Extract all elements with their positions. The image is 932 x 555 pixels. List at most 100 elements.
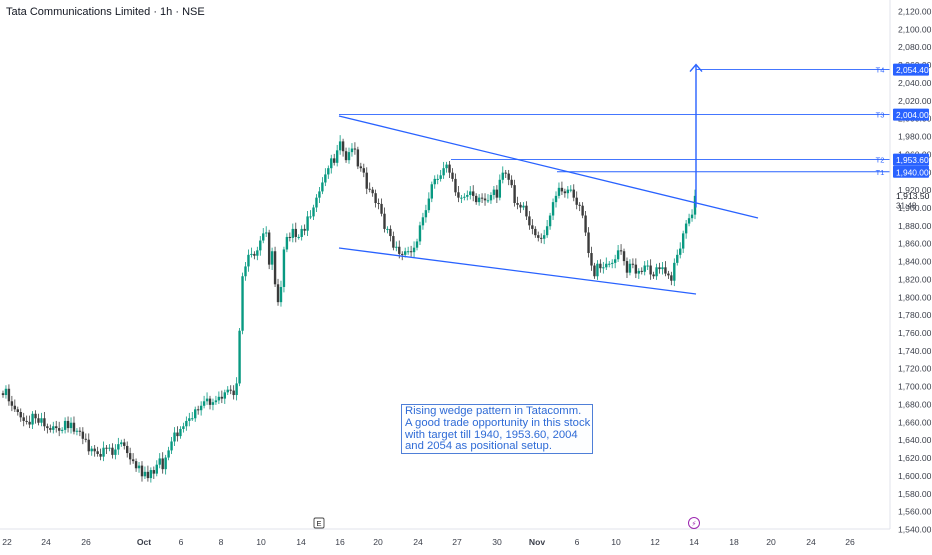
time-tick-label: 24 (413, 537, 423, 547)
candle-body (492, 189, 496, 195)
candle-body (489, 194, 493, 201)
price-tick-label: 2,120.00 (898, 7, 932, 17)
candle-body (146, 471, 150, 479)
candles (1, 135, 697, 483)
annotation-note[interactable]: Rising wedge pattern in Tatacomm. A good… (401, 404, 593, 454)
candle-body (46, 426, 49, 429)
candle-body (477, 197, 481, 203)
candle-body (486, 200, 490, 202)
candle-body (463, 196, 466, 198)
candle-body (380, 203, 383, 214)
candle-body (137, 465, 141, 469)
time-tick-label: 27 (452, 537, 462, 547)
price-tick-label: 1,900.00 (898, 203, 932, 213)
price-tick-label: 2,040.00 (898, 78, 932, 88)
candle-body (327, 168, 330, 175)
candle-body (205, 398, 209, 402)
candle-body (474, 195, 478, 203)
time-tick-label: 20 (766, 537, 776, 547)
candle-body (309, 216, 312, 218)
candle-body (161, 458, 164, 470)
candle-body (392, 236, 395, 248)
candle-body (262, 233, 265, 241)
candle-body (516, 203, 519, 205)
candle-body (211, 402, 215, 405)
candle-body (501, 172, 504, 180)
countdown-label: 31:48 (896, 201, 917, 210)
price-tick-label: 1,920.00 (898, 185, 932, 195)
candle-body (528, 216, 531, 226)
drawings[interactable]: T4 T3 T2 T1 (338, 63, 890, 295)
candle-body (199, 405, 203, 411)
candle-body (557, 187, 561, 196)
time-tick-label: 26 (81, 537, 91, 547)
candle-body (681, 233, 685, 249)
candle-body (321, 182, 324, 192)
candle-body (616, 250, 620, 260)
candle-body (572, 189, 575, 198)
price-level-badge-text: 1,953.60 (896, 155, 929, 165)
candle-body (143, 471, 147, 477)
candle-body (152, 470, 156, 474)
candle-body (445, 164, 448, 169)
candle-body (359, 166, 363, 169)
candle-body (87, 439, 90, 452)
candle-body (315, 197, 318, 208)
candle-body (504, 172, 507, 174)
candle-body (625, 261, 629, 273)
chart-title: Tata Communications Limited · 1h · NSE (6, 6, 205, 18)
candle-body (409, 251, 413, 253)
time-tick-label: 8 (219, 537, 224, 547)
candle-body (111, 447, 114, 455)
candle-body (637, 270, 641, 274)
candle-body (75, 430, 79, 432)
candle-body (649, 265, 652, 275)
candle-body (173, 432, 176, 442)
candle-body (34, 413, 37, 419)
candle-body (40, 418, 43, 423)
time-tick-label: 22 (2, 537, 12, 547)
candle-body (333, 158, 336, 163)
price-tick-label: 1,840.00 (898, 257, 932, 267)
candle-body (105, 447, 108, 449)
candle-body (537, 235, 540, 238)
candle-body (90, 448, 93, 452)
candle-body (259, 240, 262, 251)
candle-body (182, 426, 185, 429)
time-tick-label: 12 (650, 537, 660, 547)
price-tick-label: 1,560.00 (898, 507, 932, 517)
candle-body (418, 225, 422, 242)
price-tick-label: 1,880.00 (898, 221, 932, 231)
candle-body (214, 400, 218, 403)
candle-body (72, 422, 76, 432)
time-tick-label: 16 (335, 537, 345, 547)
note-line: Rising wedge pattern in Tatacomm. (405, 405, 582, 417)
candle-body (341, 141, 345, 152)
candle-body (208, 398, 212, 405)
candle-body (593, 265, 596, 277)
candle-body (679, 248, 682, 255)
candle-body (403, 251, 407, 255)
candle-body (303, 228, 306, 231)
candle-body (4, 388, 8, 396)
candle-body (664, 267, 667, 274)
time-tick-label: 10 (256, 537, 266, 547)
candle-body (241, 276, 244, 331)
candle-body (670, 275, 673, 281)
candle-body (300, 228, 303, 237)
candle-body (356, 149, 360, 167)
candle-body (282, 249, 286, 287)
candle-body (149, 470, 153, 479)
candle-body (401, 253, 404, 255)
candle-body (507, 173, 510, 180)
price-tick-label: 1,700.00 (898, 382, 932, 392)
price-tick-label: 1,580.00 (898, 489, 932, 499)
candle-body (661, 267, 664, 270)
candle-body (217, 396, 221, 401)
candle-body (158, 458, 161, 465)
candle-body (510, 179, 513, 186)
candle-body (513, 185, 516, 204)
price-tick-label: 1,800.00 (898, 292, 932, 302)
